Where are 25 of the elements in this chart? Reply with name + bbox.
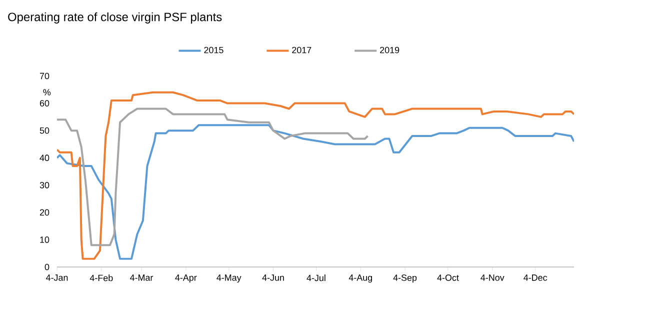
x-tick-label: 4-Sep xyxy=(393,274,417,283)
x-tick-label: 4-May xyxy=(216,274,242,283)
chart-title: Operating rate of close virgin PSF plants xyxy=(8,12,222,24)
y-tick-label: 30 xyxy=(40,182,50,188)
legend-label: 2015 xyxy=(204,46,224,54)
y-tick-label: 70 xyxy=(40,72,50,80)
x-tick-label: 4-Jun xyxy=(262,274,284,281)
legend-label: 2017 xyxy=(292,46,312,54)
y-tick-label: 60 xyxy=(40,100,50,106)
x-tick-label: 4-Jul xyxy=(306,274,326,282)
y-tick-label: 40 xyxy=(40,154,50,162)
y-tick-label: 10 xyxy=(40,236,50,243)
y-axis-title: % xyxy=(43,89,51,96)
y-tick-label: 50 xyxy=(40,127,50,134)
y-tick-label: 0 xyxy=(44,264,50,270)
x-tick-label: 4-Dec xyxy=(524,274,548,281)
x-tick-label: 4-Mar xyxy=(130,274,154,281)
x-tick-label: 4-Apr xyxy=(175,274,197,283)
x-tick-label: 4-Jan xyxy=(46,274,68,281)
y-tick-label: 20 xyxy=(40,209,50,216)
x-tick-label: 4-Oct xyxy=(437,274,459,281)
legend-label: 2019 xyxy=(380,46,400,54)
x-tick-label: 4-Feb xyxy=(90,274,113,282)
x-tick-label: 4-Aug xyxy=(348,274,372,283)
x-tick-label: 4-Nov xyxy=(480,274,504,281)
